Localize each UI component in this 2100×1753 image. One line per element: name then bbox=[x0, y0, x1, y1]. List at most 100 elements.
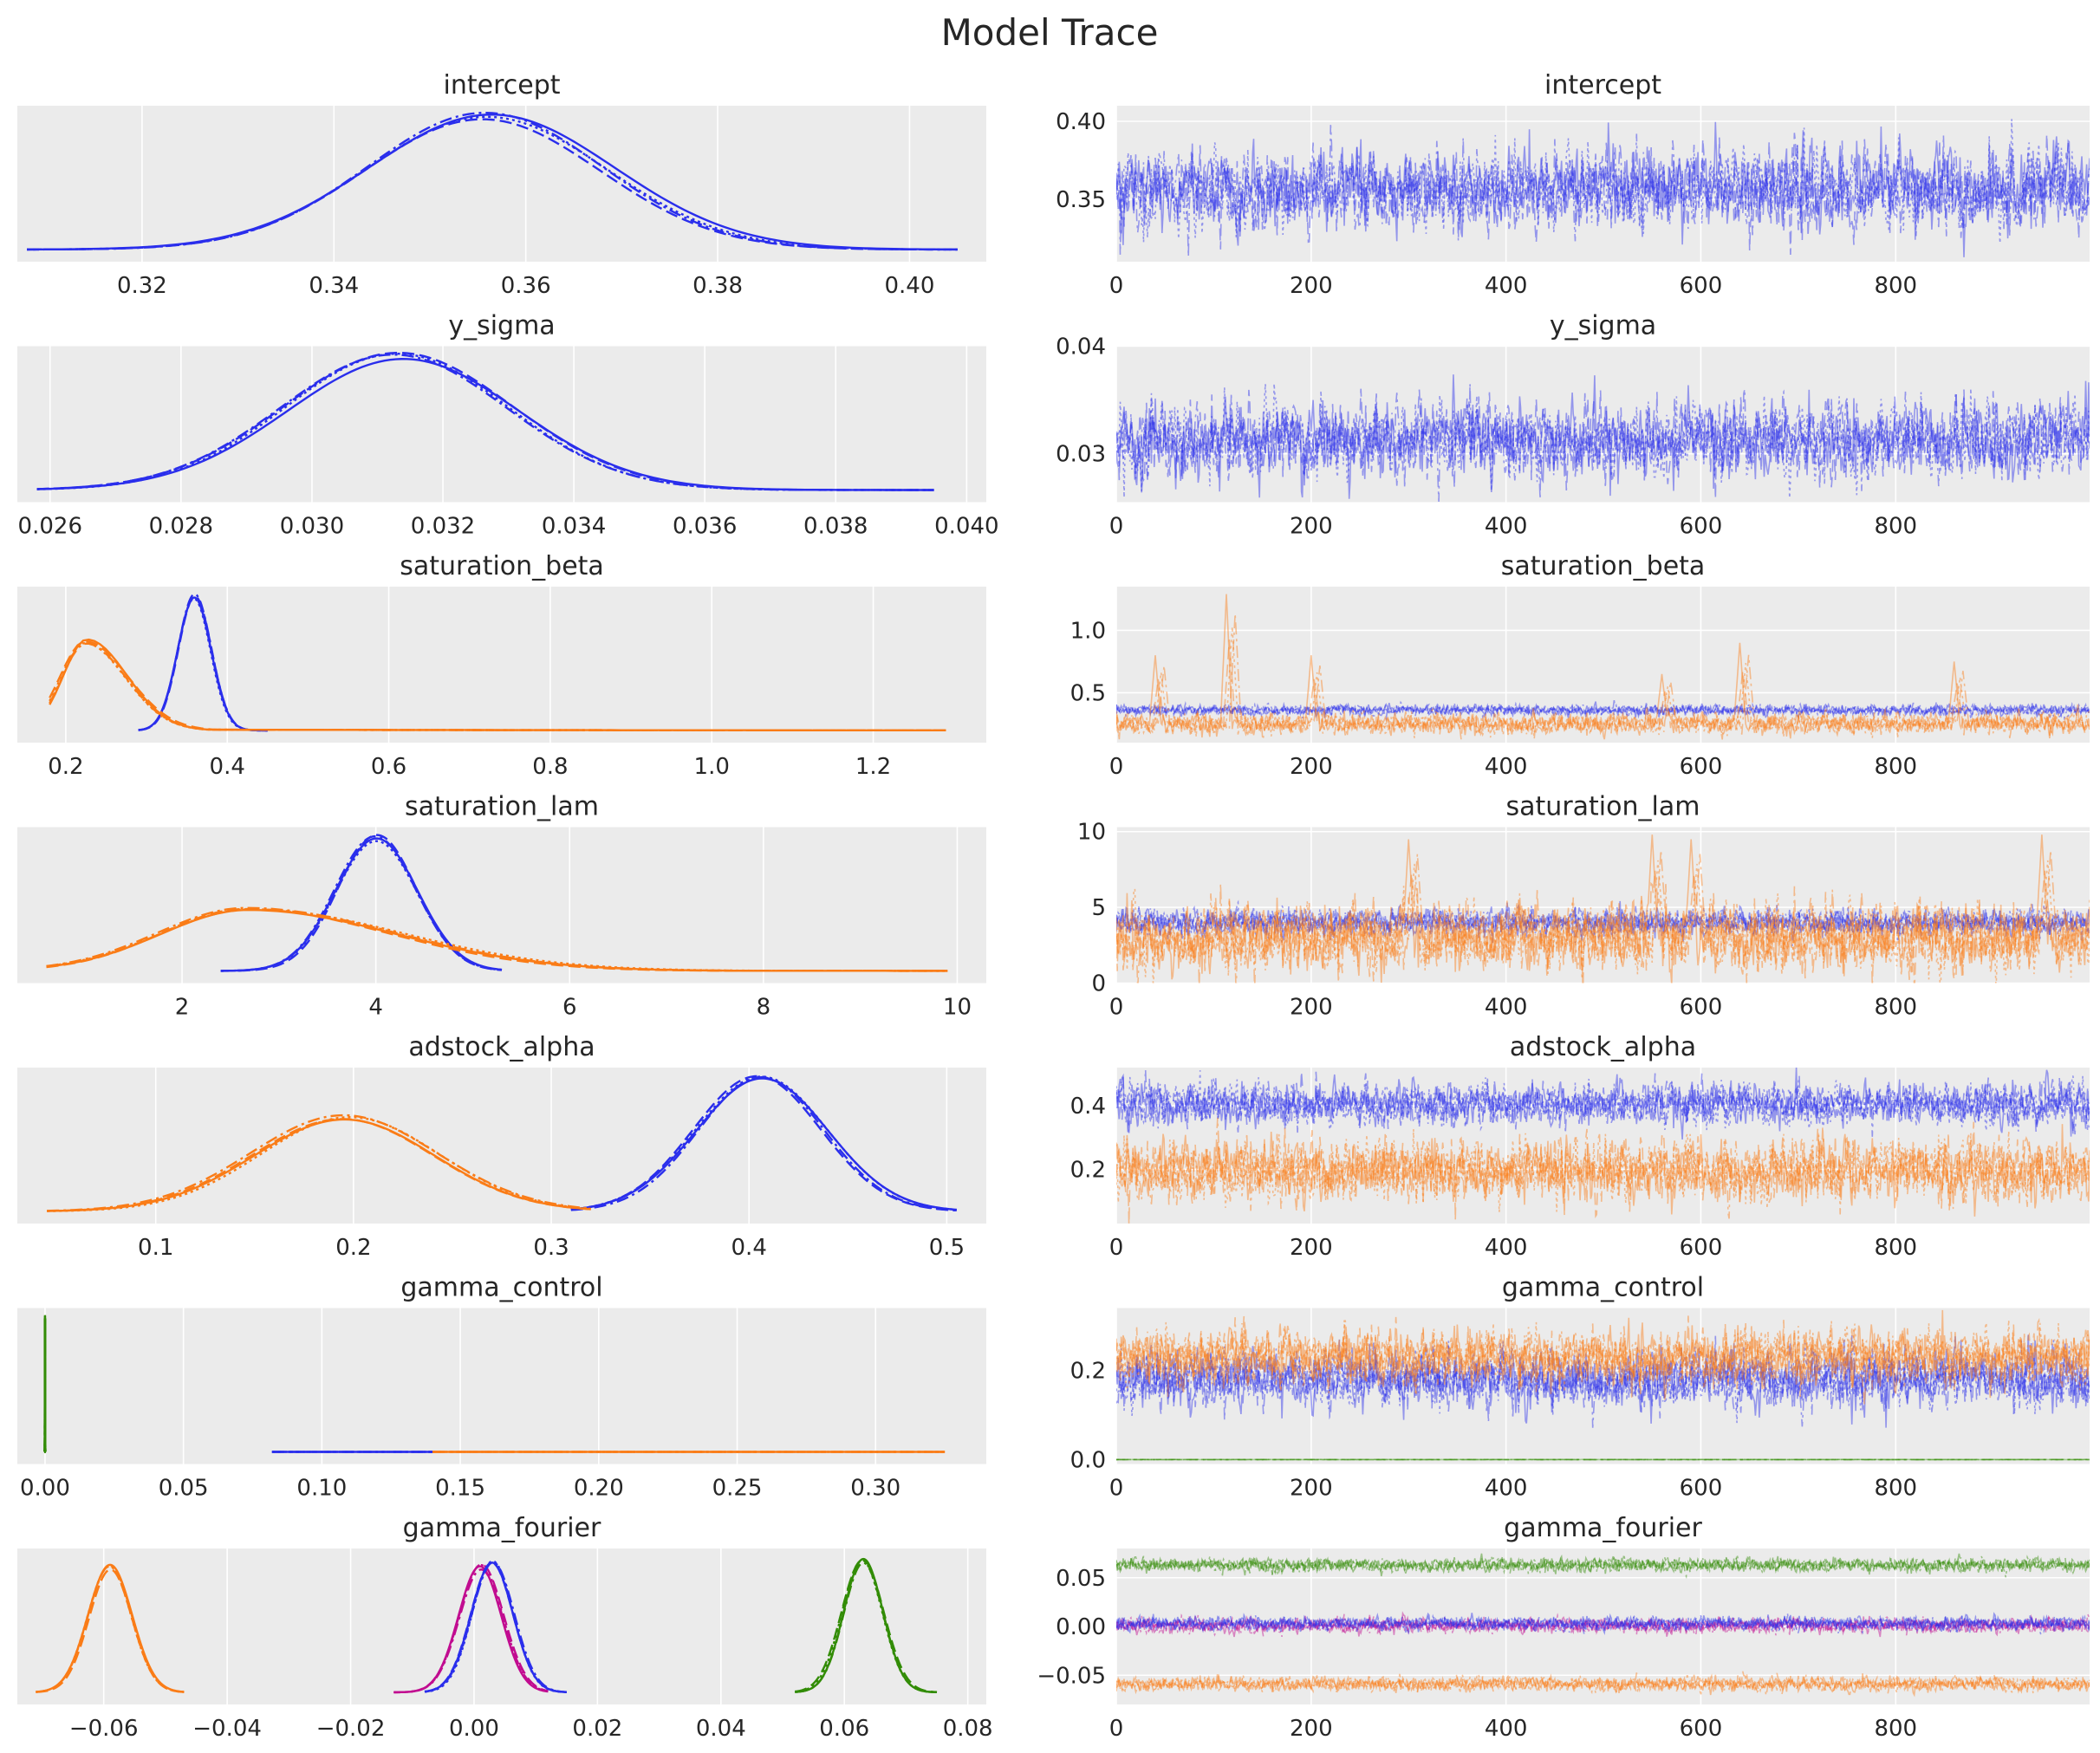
y-tick-label: 0.0 bbox=[1070, 1447, 1106, 1473]
x-tick-label: 8 bbox=[757, 995, 771, 1021]
trace-line-saturation-beta-1-chain-1 bbox=[1116, 640, 2090, 740]
y-tick-label: 0.00 bbox=[1056, 1614, 1106, 1640]
y-tick-label: 1.0 bbox=[1070, 618, 1106, 644]
trace-line-gamma-control-1-chain-2 bbox=[1116, 1320, 2090, 1398]
trace-line-saturation-lam-0-chain-3 bbox=[1116, 903, 2090, 946]
x-tick-label: 4 bbox=[368, 995, 383, 1021]
x-tick-label: 0.15 bbox=[435, 1476, 485, 1502]
trace-line-saturation-beta-1-chain-2 bbox=[1116, 627, 2090, 738]
trace-line-y-sigma-chain-3 bbox=[1116, 383, 2090, 503]
trace-line-adstock-alpha-1-chain-3 bbox=[1116, 1117, 2090, 1219]
trace-line-saturation-lam-1-chain-1 bbox=[1116, 870, 2090, 984]
plot-area bbox=[17, 587, 986, 743]
x-tick-label: 0.25 bbox=[712, 1476, 763, 1502]
x-tick-label: 0.20 bbox=[574, 1476, 624, 1502]
y-tick-label: 0.40 bbox=[1056, 109, 1106, 135]
x-tick-label: 0.036 bbox=[673, 514, 737, 540]
plot-marks bbox=[1116, 834, 2090, 984]
x-tick-label: 0 bbox=[1109, 754, 1124, 780]
subplot-density-adstock-alpha: adstock_alpha 0.1 0.2 0.3 0.4 0.5 bbox=[17, 1032, 986, 1261]
x-tick-label: 0.8 bbox=[532, 754, 568, 780]
density-line-saturation-beta-0-chain-2 bbox=[138, 597, 268, 732]
x-tick-label: 0.026 bbox=[18, 514, 82, 540]
trace-line-gamma-fourier-2-chain-1 bbox=[1116, 1613, 2090, 1635]
x-tick-label: 800 bbox=[1874, 1476, 1917, 1502]
subplot-density-saturation-beta: saturation_beta 0.2 0.4 0.6 0.8 1.0 1.2 bbox=[17, 551, 986, 780]
y-tick-label: −0.05 bbox=[1037, 1663, 1106, 1689]
x-tick-label: 0.2 bbox=[335, 1235, 371, 1261]
subplot-trace-adstock-alpha: adstock_alpha 0 200 400 600 800 0.2 0.4 bbox=[1070, 1032, 2090, 1261]
trace-line-gamma-fourier-1-chain-1 bbox=[1116, 1615, 2090, 1637]
trace-line-adstock-alpha-0-chain-1 bbox=[1116, 1071, 2090, 1134]
x-tick-label: 600 bbox=[1680, 1476, 1723, 1502]
plot-area bbox=[17, 827, 986, 984]
x-tick-label: 0.030 bbox=[280, 514, 344, 540]
trace-line-saturation-lam-0-chain-2 bbox=[1116, 899, 2090, 943]
density-line-intercept-chain-1 bbox=[27, 118, 958, 251]
subplot-title: gamma_fourier bbox=[1504, 1513, 1702, 1543]
trace-line-saturation-beta-0-chain-3 bbox=[1116, 699, 2090, 722]
x-tick-label: 200 bbox=[1290, 1235, 1333, 1261]
trace-line-saturation-beta-1-chain-3 bbox=[1116, 614, 2090, 740]
trace-line-gamma-fourier-3-chain-1 bbox=[1116, 1555, 2090, 1577]
x-tick-label: 400 bbox=[1485, 1235, 1528, 1261]
x-tick-label: 0.06 bbox=[819, 1716, 869, 1742]
density-line-saturation-lam-1-chain-3 bbox=[46, 906, 948, 972]
y-tick-label: 0.04 bbox=[1056, 334, 1106, 360]
subplot-title: intercept bbox=[444, 70, 561, 101]
subplot-trace-saturation-beta: saturation_beta 0 200 400 600 800 0.5 1.0 bbox=[1070, 551, 2090, 780]
y-tick-label: 5 bbox=[1091, 895, 1106, 921]
subplot-density-intercept: intercept 0.32 0.34 0.36 0.38 0.40 bbox=[17, 70, 986, 299]
x-tick-label: 0.00 bbox=[449, 1716, 499, 1742]
x-tick-label: 0.6 bbox=[371, 754, 406, 780]
plot-area bbox=[1116, 1308, 2090, 1464]
subplot-title: saturation_beta bbox=[1501, 551, 1706, 581]
x-tick-label: 200 bbox=[1290, 514, 1333, 540]
trace-line-gamma-control-0-chain-1 bbox=[1116, 1335, 2090, 1420]
x-tick-label: 800 bbox=[1874, 754, 1917, 780]
subplot-title: y_sigma bbox=[448, 311, 555, 341]
density-line-gamma-fourier-3-chain-3 bbox=[795, 1561, 938, 1694]
x-tick-label: 0.5 bbox=[929, 1235, 965, 1261]
plot-marks bbox=[36, 1557, 938, 1694]
x-tick-label: 0.1 bbox=[138, 1235, 173, 1261]
subplot-density-saturation-lam: saturation_lam 2 4 6 8 10 bbox=[17, 792, 986, 1021]
x-tick-label: 400 bbox=[1485, 995, 1528, 1021]
subplot-title: adstock_alpha bbox=[1510, 1032, 1696, 1062]
trace-line-adstock-alpha-0-chain-3 bbox=[1116, 1069, 2090, 1137]
subplot-title: y_sigma bbox=[1550, 311, 1656, 341]
density-line-intercept-chain-3 bbox=[27, 111, 958, 251]
y-tick-label: 0.2 bbox=[1070, 1158, 1106, 1184]
x-tick-label: 0.3 bbox=[533, 1235, 569, 1261]
trace-line-gamma-control-1-chain-1 bbox=[1116, 1315, 2090, 1406]
x-tick-label: 2 bbox=[175, 995, 190, 1021]
plot-marks bbox=[46, 834, 948, 972]
trace-line-adstock-alpha-1-chain-0 bbox=[1116, 1124, 2090, 1217]
subplot-title: saturation_beta bbox=[400, 551, 604, 581]
plot-area bbox=[17, 1068, 986, 1224]
density-line-gamma-fourier-1-chain-3 bbox=[393, 1568, 549, 1694]
x-tick-label: 0.30 bbox=[850, 1476, 900, 1502]
density-line-adstock-alpha-1-chain-1 bbox=[47, 1118, 591, 1212]
plot-marks bbox=[47, 1075, 957, 1212]
x-tick-label: 0.032 bbox=[411, 514, 475, 540]
trace-line-gamma-control-0-chain-3 bbox=[1116, 1335, 2090, 1428]
subplot-title: saturation_lam bbox=[1506, 792, 1700, 822]
x-tick-label: 6 bbox=[562, 995, 577, 1021]
subplot-title: gamma_control bbox=[1502, 1273, 1704, 1303]
subplot-density-gamma-control: gamma_control 0.00 0.05 0.10 0.15 0.20 0.25 0.3… bbox=[17, 1273, 986, 1502]
y-tick-label: 0.05 bbox=[1056, 1566, 1106, 1592]
trace-line-intercept-chain-0 bbox=[1116, 121, 2090, 257]
density-line-adstock-alpha-1-chain-3 bbox=[47, 1113, 591, 1212]
plot-marks bbox=[1116, 1553, 2090, 1698]
subplot-density-y-sigma: y_sigma 0.026 0.028 0.030 0.032 0.034 0.036 0.0… bbox=[17, 311, 999, 540]
x-tick-label: 0.038 bbox=[803, 514, 868, 540]
x-tick-label: 600 bbox=[1680, 754, 1723, 780]
trace-line-saturation-beta-0-chain-0 bbox=[1116, 701, 2090, 719]
trace-line-saturation-lam-0-chain-1 bbox=[1116, 901, 2090, 944]
trace-line-y-sigma-chain-0 bbox=[1116, 374, 2090, 499]
plot-marks bbox=[36, 351, 934, 491]
trace-line-intercept-chain-1 bbox=[1116, 133, 2090, 256]
x-tick-label: 800 bbox=[1874, 273, 1917, 299]
